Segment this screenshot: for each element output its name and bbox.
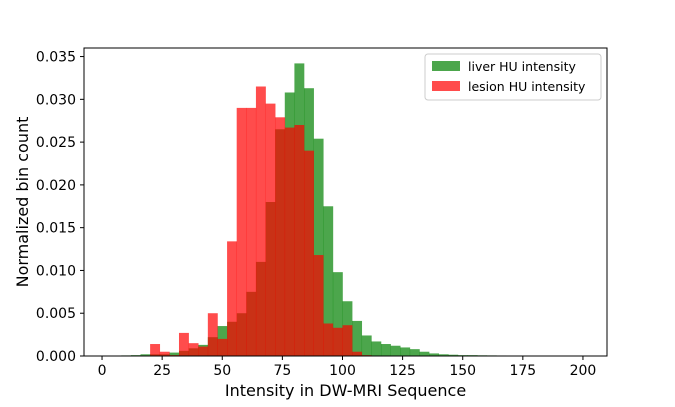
bar-series-0-bin-24 <box>332 272 343 356</box>
plot-frame <box>83 47 608 357</box>
bar-series-1-bin-5 <box>198 346 209 356</box>
legend: liver HU intensity lesion HU intensity <box>424 53 602 101</box>
y-tick-label: 0.015 <box>36 221 76 237</box>
legend-swatch-1 <box>432 81 460 91</box>
bar-series-1-bin-0 <box>150 344 161 356</box>
bar-series-1-bin-6 <box>207 313 218 356</box>
bar-series-1-bin-17 <box>313 255 324 356</box>
bar-series-1-bin-13 <box>275 117 286 356</box>
bar-series-0-bin-29 <box>380 344 391 356</box>
x-tick-label: 100 <box>329 363 356 379</box>
bar-series-0-bin-32 <box>409 349 420 356</box>
bar-series-1-bin-4 <box>188 343 199 356</box>
x-tick-label: 200 <box>570 363 597 379</box>
bar-series-1-bin-16 <box>304 150 314 356</box>
bar-series-0-bin-7 <box>169 352 180 356</box>
bar-series-0-bin-27 <box>361 335 372 356</box>
y-tick-label: 0.030 <box>36 92 76 108</box>
x-tick-label: 0 <box>98 363 107 379</box>
legend-swatch-0 <box>432 61 460 71</box>
bar-series-1-bin-9 <box>236 107 247 356</box>
bar-series-0-bin-34 <box>429 353 439 356</box>
bar-series-0-bin-28 <box>371 341 382 356</box>
x-tick-label: 125 <box>389 363 416 379</box>
legend-entry-label-1: lesion HU intensity <box>468 79 586 94</box>
x-tick-label: 25 <box>153 363 171 379</box>
x-tick-label: 150 <box>449 363 476 379</box>
x-axis-ticks: 0 25 50 75 100 125 150 175 200 <box>98 356 597 379</box>
bar-series-0-bin-4 <box>140 354 151 356</box>
bar-series-1-bin-7 <box>217 338 228 356</box>
legend-entry-label-0: liver HU intensity <box>468 59 576 74</box>
bar-series-1-bin-18 <box>323 323 334 356</box>
x-tick-label: 50 <box>213 363 231 379</box>
bar-series-0-bin-30 <box>390 345 401 356</box>
bar-series-1-bin-21 <box>352 351 363 356</box>
bar-series-1-bin-19 <box>332 327 343 356</box>
x-axis-label: Intensity in DW-MRI Sequence <box>225 381 466 400</box>
y-tick-label: 0.000 <box>36 349 76 365</box>
bar-series-0-bin-26 <box>352 320 363 356</box>
bar-series-1-bin-10 <box>246 107 257 356</box>
legend-box <box>424 53 602 101</box>
bar-series-1-bin-15 <box>294 125 305 356</box>
bar-series-0-bin-22 <box>313 138 324 356</box>
bar-series-1-bin-8 <box>227 241 237 356</box>
bar-series-1-bin-1 <box>159 351 170 356</box>
y-axis-ticks: 0.000 0.005 0.010 0.015 0.020 0.025 0.030 0.035 <box>36 50 84 365</box>
bar-series-0-bin-31 <box>400 347 411 356</box>
bar-series-1-bin-12 <box>265 103 276 356</box>
y-tick-label: 0.035 <box>36 50 76 66</box>
bar-series-1-bin-14 <box>284 127 295 356</box>
bars-layer <box>102 63 584 357</box>
bar-series-1-bin-11 <box>255 86 266 356</box>
x-tick-label: 175 <box>509 363 536 379</box>
bar-series-1-bin-20 <box>342 325 353 356</box>
bar-series-0-bin-36 <box>448 354 459 356</box>
bar-series-0-bin-23 <box>323 206 334 356</box>
bar-series-0-bin-33 <box>419 351 430 356</box>
y-axis-label: Normalized bin count <box>13 117 32 288</box>
bar-series-0-bin-35 <box>438 354 449 356</box>
y-tick-label: 0.010 <box>36 263 76 279</box>
y-tick-label: 0.025 <box>36 135 76 151</box>
y-tick-label: 0.020 <box>36 178 76 194</box>
bar-series-1-bin-3 <box>178 332 189 356</box>
x-tick-label: 75 <box>273 363 291 379</box>
y-tick-label: 0.005 <box>36 306 76 322</box>
